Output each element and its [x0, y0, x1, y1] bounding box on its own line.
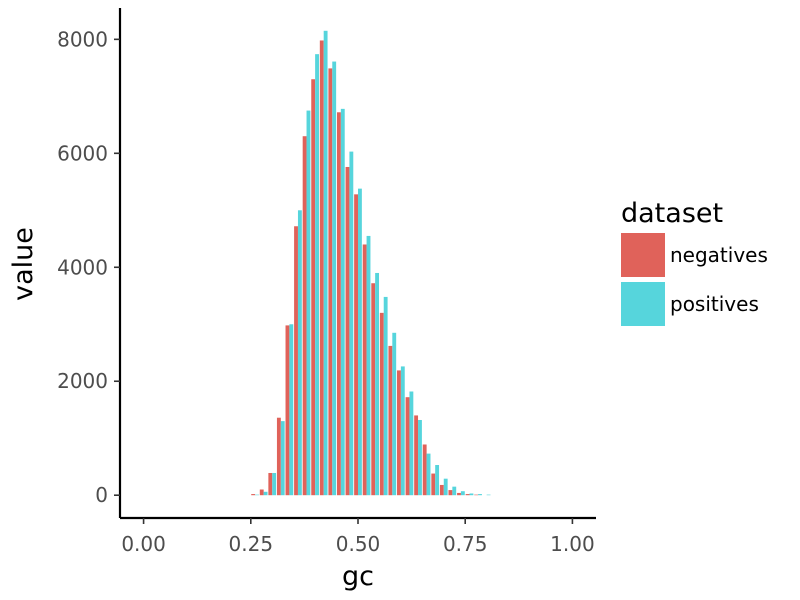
bar-positives-0.44	[332, 61, 337, 496]
y-tick-label: 6000	[57, 141, 108, 165]
bar-negatives-0.66	[422, 444, 427, 496]
bar-negatives-0.64	[414, 415, 419, 496]
bar-positives-0.80	[486, 494, 491, 496]
bar-negatives-0.46	[336, 112, 341, 496]
bar-negatives-0.54	[371, 283, 376, 496]
legend-label-negatives: negatives	[670, 243, 768, 267]
bar-positives-0.58	[392, 332, 397, 496]
x-tick-label: 1.00	[550, 532, 595, 556]
bar-positives-0.76	[469, 493, 474, 496]
bar-positives-0.36	[297, 210, 302, 496]
bar-negatives-0.38	[302, 136, 307, 496]
bar-negatives-0.48	[345, 166, 350, 496]
x-tick-label: 0.75	[443, 532, 488, 556]
bar-positives-0.60	[400, 366, 405, 496]
bar-positives-0.28	[263, 491, 268, 496]
bar-negatives-0.26	[251, 494, 256, 496]
bar-positives-0.32	[280, 421, 285, 496]
bar-positives-0.34	[289, 324, 294, 496]
y-tick-label: 2000	[57, 369, 108, 393]
bar-positives-0.26	[255, 494, 259, 496]
bar-negatives-0.70	[439, 484, 444, 496]
bar-negatives-0.60	[397, 370, 401, 496]
bar-positives-0.70	[443, 478, 448, 496]
bar-positives-0.62	[409, 391, 414, 496]
bar-negatives-0.56	[379, 312, 384, 496]
y-tick-label: 4000	[57, 255, 108, 279]
bar-negatives-0.52	[362, 244, 367, 496]
bar-positives-0.38	[306, 110, 311, 496]
bar-positives-0.64	[418, 419, 422, 496]
bar-negatives-0.74	[457, 492, 461, 496]
bar-negatives-0.62	[405, 397, 410, 496]
bar-positives-0.52	[366, 235, 371, 496]
bar-negatives-0.72	[448, 490, 453, 496]
bar-positives-0.68	[435, 465, 440, 496]
x-tick-label: 0.00	[121, 532, 166, 556]
legend-key-positives	[621, 282, 665, 326]
legend-key-negatives	[621, 233, 665, 277]
bar-positives-0.56	[383, 296, 388, 496]
bar-positives-0.54	[375, 272, 380, 496]
bar-negatives-0.28	[259, 489, 264, 496]
bar-positives-0.72	[452, 486, 457, 496]
bar-negatives-0.68	[431, 473, 436, 496]
bar-negatives-0.32	[276, 417, 281, 496]
bar-positives-0.46	[340, 108, 345, 496]
bar-positives-0.74	[460, 491, 465, 496]
legend: dataset negatives positives	[621, 198, 768, 326]
axes-group: 0.00 0.25 0.50 0.75 1.00 0 2000 4000 6000 8000	[57, 8, 596, 556]
legend-title: dataset	[621, 198, 723, 229]
bar-positives-0.66	[426, 453, 431, 496]
bar-positives-0.42	[323, 30, 328, 496]
bar-negatives-0.30	[268, 472, 273, 496]
y-tick-label: 8000	[57, 27, 108, 51]
bar-positives-0.78	[478, 494, 482, 496]
bar-negatives-0.58	[388, 345, 393, 496]
x-tick-label: 0.50	[336, 532, 381, 556]
bar-positives-0.40	[315, 54, 319, 496]
legend-label-positives: positives	[670, 292, 759, 316]
bar-positives-0.50	[358, 188, 362, 496]
bar-negatives-0.78	[474, 494, 479, 496]
x-tick-label: 0.25	[229, 532, 274, 556]
bar-negatives-0.76	[465, 494, 470, 496]
bar-negatives-0.44	[328, 68, 333, 496]
bars-group	[251, 30, 491, 496]
bar-negatives-0.34	[285, 325, 290, 496]
bar-positives-0.48	[349, 151, 354, 496]
bar-positives-0.30	[272, 472, 277, 496]
bar-negatives-0.36	[294, 226, 298, 496]
bar-negatives-0.40	[311, 79, 316, 496]
bar-negatives-0.42	[319, 40, 324, 496]
y-axis-title: value	[8, 227, 39, 301]
y-tick-label: 0	[95, 483, 108, 507]
bar-negatives-0.50	[354, 194, 358, 496]
x-axis-title: gc	[342, 561, 374, 592]
